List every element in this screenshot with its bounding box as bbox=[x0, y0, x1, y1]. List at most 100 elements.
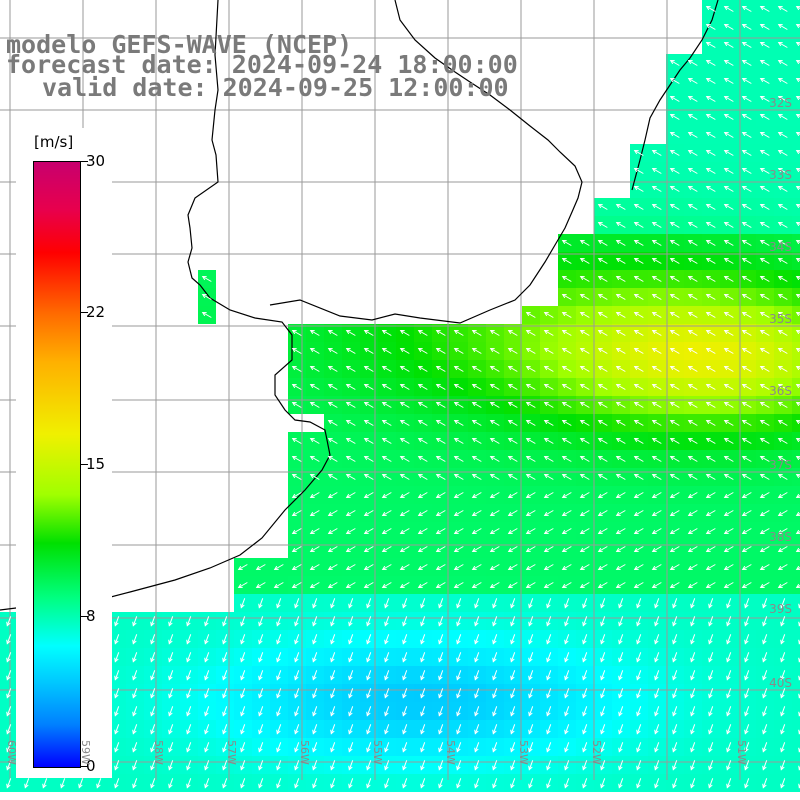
wind-arrow-head bbox=[435, 493, 441, 499]
wind-arrow bbox=[724, 330, 734, 336]
wind-arrow bbox=[490, 438, 500, 444]
wind-arrow-head bbox=[471, 383, 477, 389]
wind-arrow-head bbox=[705, 529, 711, 535]
wind-arrow bbox=[618, 670, 624, 680]
wind-arrow-head bbox=[798, 765, 800, 771]
wind-arrow bbox=[742, 438, 752, 444]
wind-arrow-head bbox=[417, 455, 423, 461]
wind-arrow bbox=[330, 598, 336, 608]
wind-arrow bbox=[328, 492, 338, 498]
wind-arrow-head bbox=[150, 747, 155, 753]
wind-arrow-head bbox=[489, 329, 495, 335]
wind-arrow bbox=[490, 546, 500, 552]
wind-arrow-head bbox=[345, 547, 351, 553]
wind-arrow bbox=[508, 510, 518, 516]
wind-arrow-head bbox=[669, 383, 675, 389]
wind-arrow bbox=[724, 114, 734, 120]
wind-arrow bbox=[366, 706, 372, 716]
wind-arrow bbox=[276, 724, 282, 734]
wind-arrow bbox=[168, 760, 174, 770]
wind-arrow bbox=[616, 384, 626, 390]
wind-arrow bbox=[348, 760, 354, 770]
wind-arrow-head bbox=[240, 621, 245, 627]
wind-arrow-head bbox=[381, 583, 387, 589]
wind-arrow-head bbox=[759, 167, 765, 173]
wind-arrow-head bbox=[687, 437, 693, 443]
wind-arrow-head bbox=[600, 747, 605, 753]
wind-arrow bbox=[402, 598, 408, 608]
wind-arrow bbox=[634, 330, 644, 336]
wind-arrow-head bbox=[672, 657, 677, 663]
wind-arrow-head bbox=[759, 221, 765, 227]
wind-arrow-head bbox=[528, 729, 533, 735]
wind-arrow-head bbox=[345, 493, 351, 499]
wind-arrow bbox=[634, 150, 644, 156]
wind-arrow bbox=[510, 616, 516, 626]
wind-arrow bbox=[492, 778, 498, 788]
wind-arrow-head bbox=[597, 437, 603, 443]
wind-arrow bbox=[294, 724, 300, 734]
wind-arrow-head bbox=[744, 621, 749, 627]
wind-arrow bbox=[330, 670, 336, 680]
wind-arrow-head bbox=[708, 657, 713, 663]
wind-arrow bbox=[492, 706, 498, 716]
wind-arrow bbox=[382, 474, 392, 480]
wind-arrow bbox=[328, 366, 338, 372]
wind-arrow-head bbox=[795, 347, 800, 353]
wind-arrow bbox=[796, 512, 800, 516]
wind-arrow-head bbox=[780, 783, 785, 789]
wind-arrow bbox=[400, 510, 410, 516]
wind-arrow bbox=[204, 742, 210, 752]
wind-arrow bbox=[636, 688, 642, 698]
wind-arrow bbox=[6, 652, 12, 662]
wind-arrow-head bbox=[471, 437, 477, 443]
wind-arrow-head bbox=[6, 765, 11, 771]
wind-arrow-head bbox=[345, 419, 351, 425]
wind-speed-cell bbox=[792, 450, 800, 468]
wind-arrow bbox=[382, 384, 392, 390]
wind-arrow bbox=[276, 760, 282, 770]
wind-arrow bbox=[526, 366, 536, 372]
wind-arrow-head bbox=[759, 401, 765, 407]
wind-arrow-head bbox=[381, 529, 387, 535]
wind-arrow-head bbox=[636, 657, 641, 663]
wind-arrow bbox=[670, 420, 680, 426]
wind-arrow bbox=[436, 384, 446, 390]
wind-arrow bbox=[114, 652, 120, 662]
wind-arrow bbox=[780, 742, 786, 752]
wind-arrow bbox=[204, 724, 210, 734]
wind-arrow bbox=[528, 742, 534, 752]
wind-arrow bbox=[564, 670, 570, 680]
wind-arrow bbox=[652, 510, 662, 516]
wind-arrow bbox=[616, 330, 626, 336]
wind-arrow-head bbox=[633, 529, 639, 535]
wind-arrow bbox=[618, 688, 624, 698]
wind-arrow-head bbox=[294, 783, 299, 789]
wind-arrow bbox=[508, 546, 518, 552]
wind-arrow-head bbox=[489, 383, 495, 389]
wind-arrow bbox=[616, 258, 626, 264]
wind-arrow bbox=[276, 598, 282, 608]
wind-arrow-head bbox=[345, 565, 351, 571]
wind-arrow bbox=[780, 652, 786, 662]
wind-arrow bbox=[418, 348, 428, 354]
wind-arrow bbox=[474, 670, 480, 680]
wind-arrow-head bbox=[705, 311, 711, 317]
wind-arrow bbox=[238, 582, 248, 588]
wind-arrow-head bbox=[597, 401, 603, 407]
wind-arrow bbox=[330, 652, 336, 662]
wind-arrow bbox=[654, 688, 660, 698]
wind-arrow-head bbox=[795, 455, 800, 461]
wind-arrow-head bbox=[348, 747, 353, 753]
wind-arrow-head bbox=[579, 493, 585, 499]
wind-arrow-head bbox=[435, 583, 441, 589]
wind-arrow-head bbox=[528, 783, 533, 789]
wind-arrow bbox=[652, 402, 662, 408]
wind-arrow-head bbox=[471, 347, 477, 353]
wind-arrow-head bbox=[492, 711, 497, 717]
wind-arrow bbox=[708, 688, 714, 698]
wind-arrow bbox=[760, 582, 770, 588]
wind-arrow-head bbox=[363, 329, 369, 335]
wind-arrow bbox=[796, 566, 800, 570]
wind-arrow bbox=[726, 760, 732, 770]
